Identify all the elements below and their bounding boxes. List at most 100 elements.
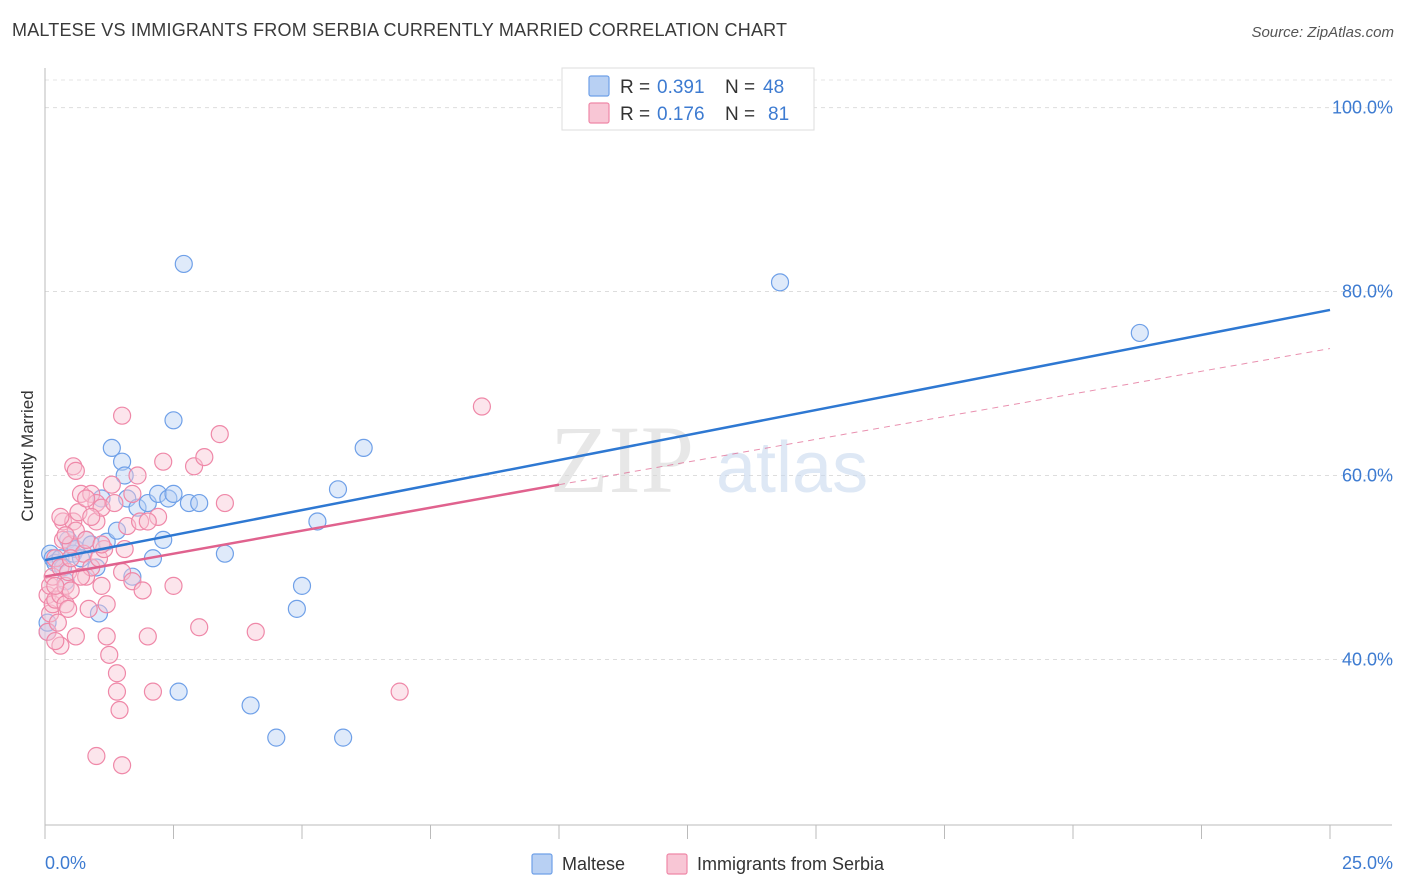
data-point-serbia	[184, 457, 204, 476]
data-point-maltese	[267, 728, 286, 747]
gridlines	[45, 79, 1392, 660]
data-point-serbia	[87, 746, 106, 766]
data-point-serbia	[71, 567, 91, 586]
data-point-serbia	[138, 627, 157, 646]
bottom-legend-swatch-serbia	[666, 853, 688, 875]
data-point-maltese	[287, 599, 306, 618]
data-point-serbia	[154, 452, 173, 471]
data-point-serbia	[51, 507, 70, 526]
data-point-serbia	[66, 461, 85, 480]
legend-r-label-maltese: R =	[620, 77, 650, 98]
data-point-maltese	[334, 728, 353, 747]
data-point-maltese	[354, 438, 373, 458]
data-point-serbia	[97, 627, 116, 646]
data-point-serbia	[190, 618, 209, 637]
data-point-serbia	[112, 756, 132, 775]
legend-n-label-serbia: N =	[725, 104, 755, 125]
data-point-serbia	[123, 484, 142, 503]
data-point-maltese	[169, 682, 188, 701]
data-point-serbia	[59, 599, 78, 618]
watermark: ZIP atlas	[550, 406, 868, 513]
data-point-serbia	[133, 581, 152, 600]
data-point-maltese	[138, 493, 157, 513]
data-point-serbia	[56, 526, 75, 545]
data-point-maltese	[308, 512, 327, 531]
data-point-maltese	[241, 696, 260, 715]
legend-swatch-serbia	[588, 102, 610, 124]
data-point-serbia	[148, 507, 168, 526]
legend-swatch-maltese	[588, 75, 610, 97]
data-point-serbia	[79, 599, 98, 618]
data-point-serbia	[46, 631, 65, 651]
bottom-legend-label-maltese: Maltese	[562, 854, 625, 874]
data-point-maltese	[89, 604, 109, 623]
data-point-maltese	[107, 521, 127, 540]
data-point-serbia	[215, 493, 234, 513]
data-point-serbia	[128, 466, 147, 485]
data-point-serbia	[82, 507, 101, 526]
data-point-serbia	[48, 613, 67, 632]
y-tick-label: 80.0%	[1342, 282, 1393, 302]
y-axis-label: Currently Married	[18, 390, 37, 521]
data-point-maltese	[179, 493, 199, 513]
data-point-maltese	[112, 452, 132, 471]
data-point-maltese	[148, 484, 168, 503]
data-point-maltese	[164, 484, 183, 503]
y-tick-label: 100.0%	[1332, 98, 1393, 118]
data-point-maltese	[102, 438, 121, 458]
x-tick-labels: 0.0% 25.0%	[45, 853, 1393, 873]
scatter-points	[38, 254, 1149, 775]
data-point-serbia	[390, 682, 409, 701]
data-point-maltese	[123, 567, 142, 586]
data-point-serbia	[105, 493, 124, 513]
data-point-maltese	[215, 544, 234, 563]
legend-n-label-maltese: N =	[725, 77, 755, 98]
legend-n-value-maltese: 48	[763, 77, 784, 98]
data-point-maltese	[328, 480, 348, 499]
data-point-serbia	[107, 682, 127, 701]
x-tick-label-start: 0.0%	[45, 853, 86, 873]
trend-line-maltese	[44, 308, 1331, 562]
data-point-serbia	[66, 521, 85, 540]
data-point-serbia	[51, 585, 70, 605]
data-point-maltese	[174, 254, 193, 274]
data-point-serbia	[77, 489, 96, 508]
legend-r-label-serbia: R =	[620, 104, 650, 125]
data-point-serbia	[46, 576, 65, 595]
data-point-serbia	[66, 627, 85, 646]
data-point-maltese	[154, 530, 173, 549]
data-point-serbia	[97, 595, 116, 614]
bottom-legend: Maltese Immigrants from Serbia	[531, 853, 885, 875]
legend-r-value-maltese: 0.391	[657, 77, 705, 98]
data-point-serbia	[210, 425, 229, 444]
data-point-serbia	[143, 682, 163, 701]
data-point-serbia	[112, 406, 132, 425]
data-point-serbia	[102, 475, 121, 494]
trend-line-serbia-extension	[558, 348, 1331, 486]
data-point-serbia	[472, 397, 491, 416]
data-point-serbia	[100, 645, 119, 664]
y-tick-labels: 40.0% 60.0% 80.0% 100.0%	[1332, 98, 1393, 670]
trend-lines	[44, 308, 1331, 578]
x-tick-label-end: 25.0%	[1342, 853, 1393, 873]
data-point-maltese	[128, 498, 147, 517]
data-point-serbia	[164, 576, 183, 595]
data-point-maltese	[770, 273, 790, 292]
axes	[44, 68, 1392, 839]
watermark-zip: ZIP	[550, 406, 694, 513]
y-tick-label: 40.0%	[1342, 649, 1393, 669]
data-point-serbia	[123, 572, 142, 591]
data-point-serbia	[246, 622, 265, 641]
data-point-maltese	[292, 576, 312, 595]
chart-title: MALTESE VS IMMIGRANTS FROM SERBIA CURREN…	[12, 20, 788, 40]
data-point-maltese	[115, 466, 134, 485]
data-point-maltese	[190, 493, 209, 513]
legend-r-value-serbia: 0.176	[657, 104, 705, 125]
y-tick-label: 60.0%	[1342, 465, 1393, 485]
data-point-serbia	[38, 622, 57, 641]
data-point-serbia	[195, 447, 214, 467]
source-credit: Source: ZipAtlas.com	[1251, 24, 1394, 41]
bottom-legend-swatch-maltese	[531, 853, 553, 875]
trend-line-serbia	[44, 483, 560, 578]
